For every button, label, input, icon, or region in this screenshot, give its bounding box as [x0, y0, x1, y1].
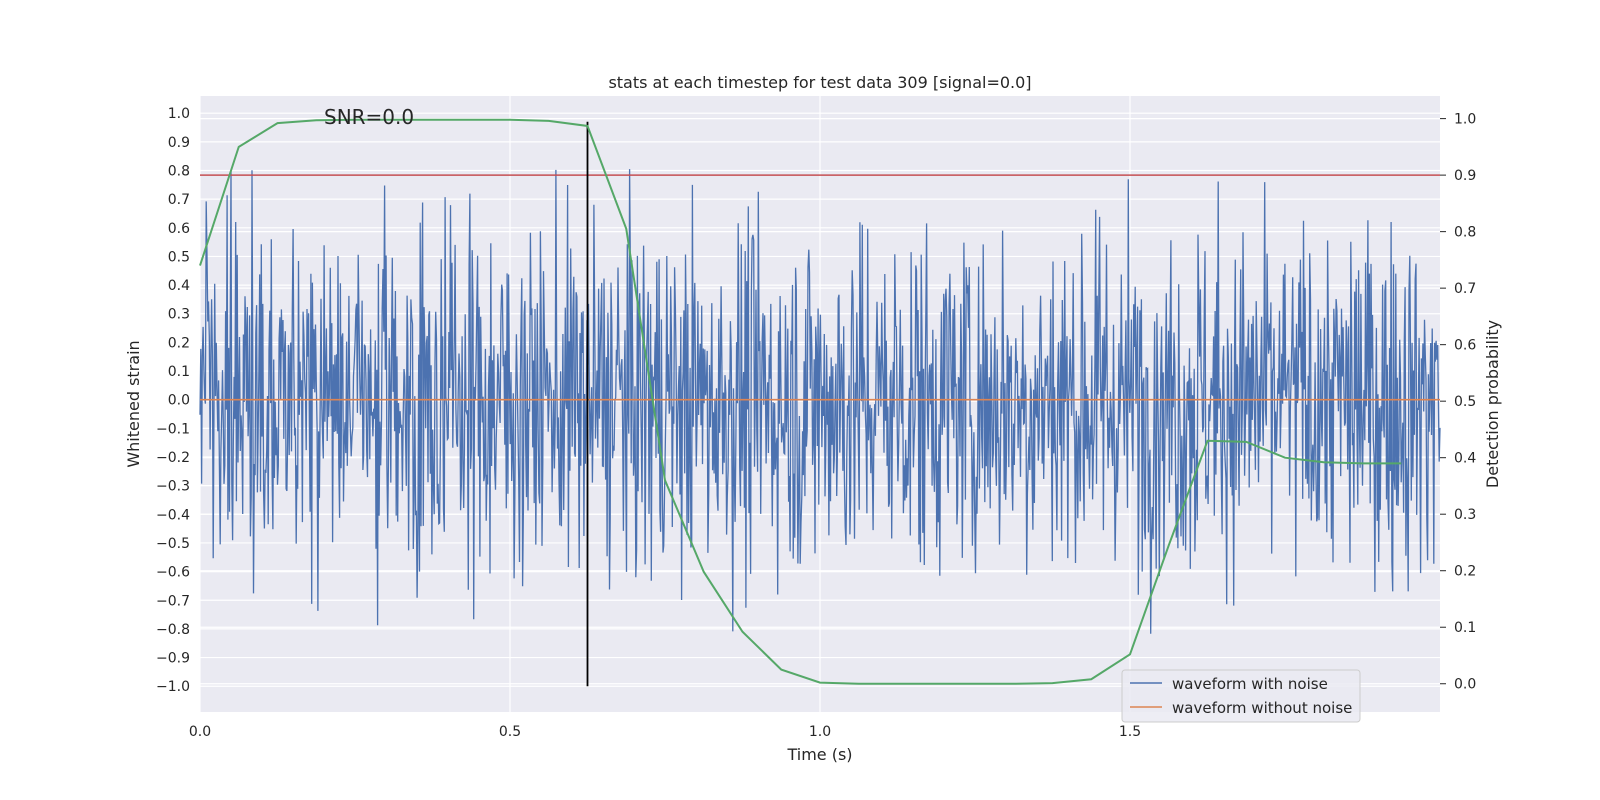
y-left-tick-label: 0.6	[168, 221, 190, 237]
x-tick-label: 0.0	[189, 724, 211, 740]
y-left-tick-label: −0.5	[156, 536, 190, 552]
legend-label-clean: waveform without noise	[1172, 699, 1352, 717]
y-right-tick-label: 1.0	[1454, 112, 1476, 128]
y-left-tick-label: −0.1	[156, 421, 190, 437]
y-left-tick-label: 0.0	[168, 393, 190, 409]
y-left-tick-label: −0.4	[156, 507, 190, 523]
legend-box	[1121, 669, 1361, 723]
y-right-tick-label: 0.6	[1454, 338, 1476, 354]
series-detection-probability	[199, 118, 1402, 685]
y-right-tick-label: 0.8	[1454, 225, 1476, 241]
y-right-tick-label: 0.3	[1454, 507, 1476, 523]
y-right-tick-label: 0.5	[1454, 394, 1476, 410]
y-right-tick-label: 0.9	[1454, 168, 1476, 184]
y-left-tick-label: 0.5	[168, 249, 190, 265]
y-left-tick-label: 0.8	[168, 163, 190, 179]
y-left-tick-label: −1.0	[156, 679, 190, 695]
y-right-tick-label: 0.2	[1454, 564, 1476, 580]
chart-title: stats at each timestep for test data 309…	[608, 73, 1031, 92]
y-left-tick-label: −0.2	[156, 450, 190, 466]
y-axis-label-right: Detection probability	[1483, 320, 1502, 488]
y-left-tick-label: 0.4	[168, 278, 190, 294]
y-right-tick-label: 0.1	[1454, 620, 1476, 636]
y-left-tick-label: 0.1	[168, 364, 190, 380]
y-right-tick-label: 0.7	[1454, 281, 1476, 297]
x-tick-label: 0.5	[499, 724, 521, 740]
y-left-tick-label: −0.6	[156, 565, 190, 581]
y-left-tick-label: 0.3	[168, 307, 190, 323]
y-right-tick-label: 0.0	[1454, 677, 1476, 693]
snr-annotation: SNR=0.0	[324, 105, 414, 129]
y-left-tick-label: 1.0	[168, 106, 190, 122]
y-right-tick-label: 0.4	[1454, 451, 1476, 467]
y-left-tick-label: −0.8	[156, 622, 190, 638]
y-left-tick-label: 0.2	[168, 335, 190, 351]
x-axis-label: Time (s)	[786, 745, 852, 764]
x-tick-label: 1.5	[1119, 724, 1141, 740]
y-left-tick-label: 0.7	[168, 192, 190, 208]
ticks: 0.0 0.5 1.0 1.5 1.0 0.9 0.8 0.7 0.6 0.5 0.4 0.3 0.2 0…	[156, 106, 1476, 740]
y-left-tick-label: 0.9	[168, 135, 190, 151]
series-layer	[199, 118, 1441, 687]
legend: waveform with noise waveform without noi…	[1121, 669, 1361, 723]
y-left-tick-label: −0.9	[156, 651, 190, 667]
series-waveform-with-noise	[199, 169, 1441, 634]
legend-label-noise: waveform with noise	[1172, 675, 1328, 693]
y-left-tick-label: −0.7	[156, 593, 190, 609]
x-tick-label: 1.0	[809, 724, 831, 740]
y-left-tick-label: −0.3	[156, 479, 190, 495]
y-axis-label-left: Whitened strain	[124, 340, 143, 467]
